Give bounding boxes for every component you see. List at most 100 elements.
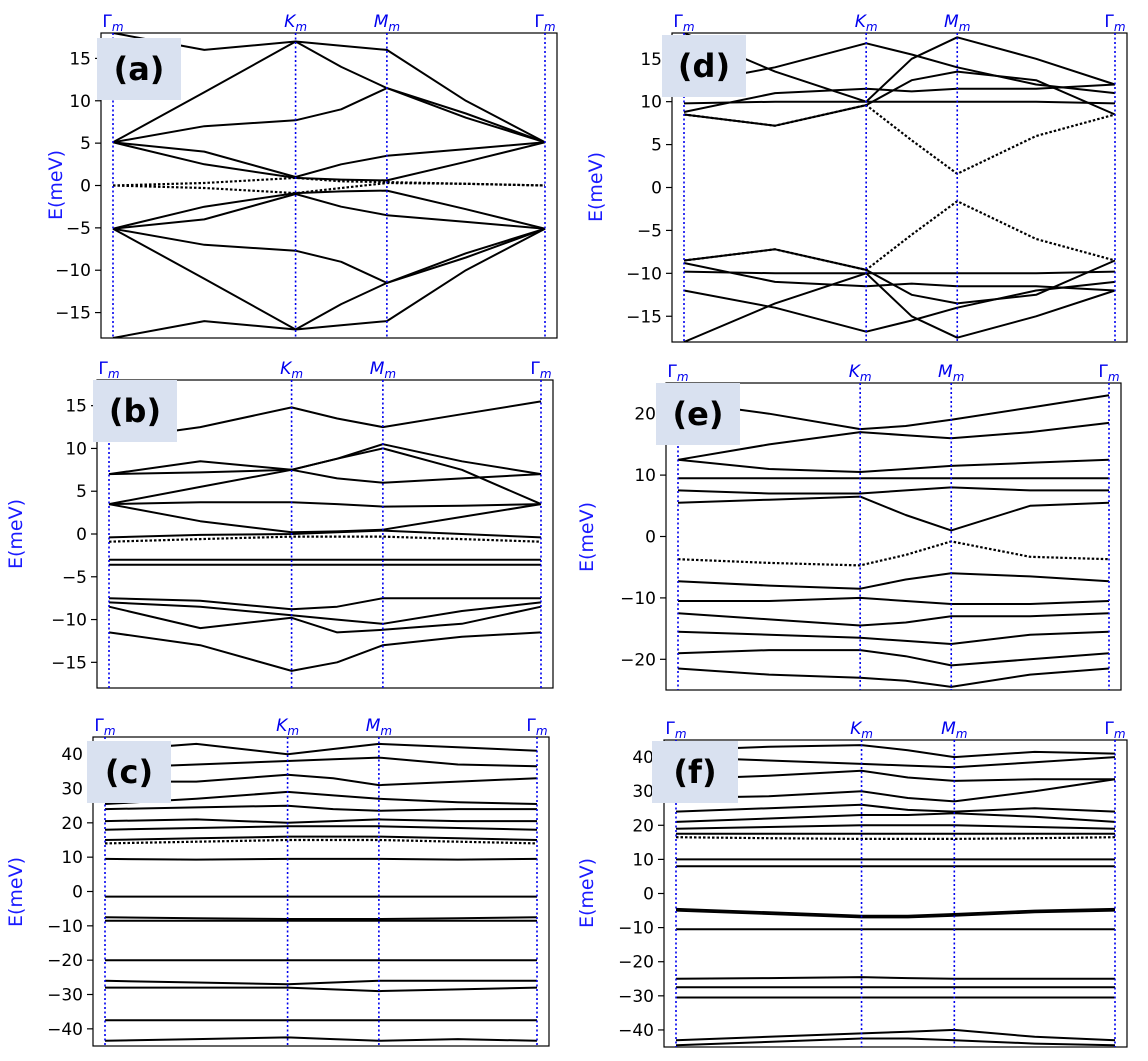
y-tick-label: −10 <box>47 917 83 937</box>
flat-band-dotted-line <box>112 176 546 187</box>
panel-tag-background <box>656 383 740 445</box>
y-axis-label: E(meV) <box>5 499 27 569</box>
panel-tag-label: (c) <box>105 753 153 791</box>
y-tick-label: −15 <box>55 304 91 324</box>
kpoint-label: Km <box>276 716 299 738</box>
y-tick-label: 15 <box>65 397 87 417</box>
band-line <box>677 630 1110 645</box>
kpoint-label: Mm <box>938 362 964 384</box>
y-tick-label: −20 <box>618 953 654 973</box>
y-tick-label: 30 <box>632 782 654 802</box>
kpoint-label: Km <box>855 12 878 34</box>
panel-tag-label: (e) <box>673 395 724 433</box>
band-line <box>112 227 546 338</box>
band-line <box>683 272 1116 342</box>
kpoint-label: Γm <box>673 12 694 34</box>
band-line <box>104 835 538 841</box>
band-line <box>683 70 1116 127</box>
band-line <box>675 744 1116 759</box>
band-line <box>677 667 1110 688</box>
kpoint-label: Γm <box>665 719 686 741</box>
y-tick-label: −20 <box>620 650 656 670</box>
y-axis-label: E(meV) <box>576 858 598 928</box>
flat-band-dotted-line <box>675 836 1116 841</box>
y-tick-label: −15 <box>51 653 87 673</box>
flat-band-dotted-line <box>677 540 1110 567</box>
band-line <box>677 612 1110 627</box>
panel-tag-background <box>652 741 738 803</box>
band-line <box>108 400 542 441</box>
panel-tag-label: (d) <box>678 47 730 85</box>
band-line <box>105 773 538 787</box>
band-line <box>677 649 1110 667</box>
band-line <box>112 33 546 144</box>
y-tick-label: 15 <box>69 49 91 69</box>
y-tick-label: 20 <box>61 814 83 834</box>
bands <box>683 33 1116 342</box>
panel-tag-label: (b) <box>109 392 161 430</box>
band-line <box>104 756 538 769</box>
kpoint-label: Km <box>849 362 872 384</box>
band-line <box>683 42 1116 95</box>
band-line <box>104 857 538 861</box>
panel-tag-label: (f) <box>673 753 716 791</box>
band-line <box>108 503 542 534</box>
band-line <box>675 1037 1116 1047</box>
y-tick-label: 10 <box>65 439 87 459</box>
y-tick-label: −10 <box>620 589 656 609</box>
band-line <box>108 501 542 508</box>
panel-tag-label: (a) <box>114 50 165 88</box>
y-tick-label: 0 <box>645 528 656 548</box>
kpoint-label: Mm <box>374 12 400 34</box>
y-tick-label: −15 <box>626 307 662 327</box>
band-line <box>104 979 537 986</box>
kpoint-label: Γm <box>530 359 551 381</box>
band-line <box>677 486 1109 495</box>
panel-tag-background <box>93 380 177 442</box>
band-line <box>112 141 546 182</box>
y-axis-label: E(meV) <box>585 152 607 222</box>
band-line <box>675 769 1115 782</box>
kpoint-label: Γm <box>526 716 547 738</box>
y-tick-label: −5 <box>66 219 91 239</box>
y-tick-label: −10 <box>55 261 91 281</box>
band-line <box>683 280 1116 333</box>
kpoint-label: Km <box>850 719 873 741</box>
band-line <box>108 443 542 476</box>
band-line <box>683 100 1116 105</box>
kpoint-label: Γm <box>98 359 119 381</box>
y-tick-label: 0 <box>651 179 662 199</box>
band-line <box>683 83 1116 113</box>
y-tick-label: 20 <box>632 816 654 836</box>
y-tick-label: −5 <box>62 568 87 588</box>
band-line <box>675 756 1116 769</box>
y-tick-label: 10 <box>61 848 83 868</box>
y-tick-label: −30 <box>618 987 654 1007</box>
band-line <box>112 193 546 230</box>
flat-band-dotted-line <box>108 535 542 543</box>
band-line <box>683 262 1116 292</box>
y-tick-label: 0 <box>72 883 83 903</box>
band-line <box>675 778 1116 803</box>
flat-band-dotted-line <box>104 838 538 845</box>
band-line <box>108 460 542 484</box>
panel-tag-background <box>662 35 746 97</box>
band-line <box>677 572 1110 590</box>
flat-band-dotted-line <box>683 200 1116 271</box>
band-line <box>104 825 538 831</box>
panel-f: Γm Km Mm Γm 40 30 20 10 0 −10 −20 −30 −40 E(meV) (f) <box>576 719 1128 1048</box>
bands <box>677 394 1110 688</box>
bands <box>108 400 542 672</box>
band-line <box>108 597 541 611</box>
y-tick-label: −20 <box>47 951 83 971</box>
y-tick-label: 5 <box>80 134 91 154</box>
y-tick-label: −10 <box>51 611 87 631</box>
y-axis-label: E(meV) <box>576 502 598 572</box>
band-line <box>677 394 1110 431</box>
band-line <box>675 803 1116 813</box>
y-tick-label: 0 <box>76 525 87 545</box>
bands <box>675 744 1116 1047</box>
band-line <box>108 601 542 625</box>
band-line <box>112 141 546 178</box>
